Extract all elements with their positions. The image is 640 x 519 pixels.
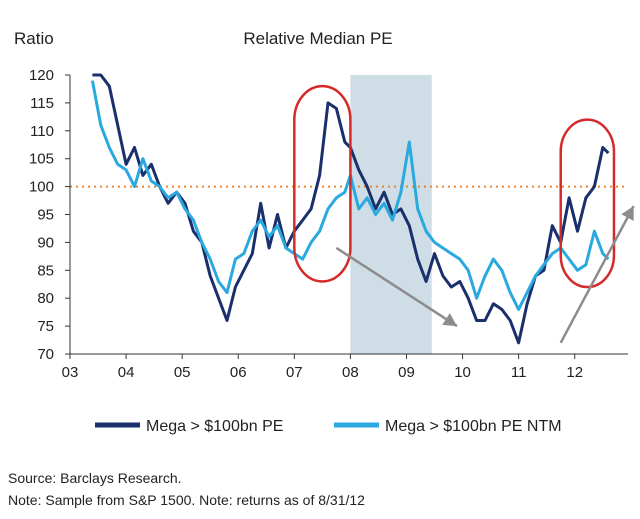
sample-note: Note: Sample from S&P 1500. Note: return…: [8, 492, 365, 508]
y-tick-label: 120: [29, 67, 54, 84]
x-tick-label: 12: [566, 364, 583, 381]
x-tick-label: 07: [286, 364, 303, 381]
y-tick-label: 80: [37, 290, 54, 307]
x-tick-label: 06: [230, 364, 247, 381]
legend: Mega > $100bn PE Mega > $100bn PE NTM: [95, 418, 562, 435]
y-tick-label: 90: [37, 234, 54, 251]
y-tick-label: 85: [37, 262, 54, 279]
source-note: Source: Barclays Research.: [8, 470, 182, 486]
trend-arrow-0: [335, 246, 458, 328]
highlight-oval-0: [293, 84, 352, 283]
x-tick-label: 10: [454, 364, 471, 381]
chart-title: Relative Median PE: [243, 29, 392, 48]
y-tick-label: 110: [30, 123, 54, 140]
y-tick-label: 100: [29, 179, 54, 196]
x-tick-label: 11: [511, 364, 527, 381]
trend-arrow-1: [559, 205, 635, 344]
trend-arrowhead-0: [442, 313, 457, 327]
y-axis-label: Ratio: [14, 29, 54, 48]
x-tick-label: 08: [342, 364, 359, 381]
x-tick-label: 09: [398, 364, 415, 381]
legend-label-pe-ntm: Mega > $100bn PE NTM: [385, 418, 562, 435]
x-tick-label: 05: [174, 364, 191, 381]
y-tick-label: 105: [29, 151, 54, 168]
highlight-oval-1: [559, 118, 616, 289]
y-tick-label: 75: [37, 318, 54, 335]
legend-label-pe: Mega > $100bn PE: [146, 418, 283, 435]
trend-arrowhead-1: [621, 206, 634, 221]
y-tick-label: 115: [30, 95, 54, 112]
y-tick-label: 95: [37, 207, 54, 224]
x-tick-label: 04: [118, 364, 135, 381]
y-tick-label: 70: [37, 346, 54, 363]
annotation-layer: [293, 84, 635, 344]
x-tick-label: 03: [62, 364, 79, 381]
axes: 70 75 80 85 90 95 100 105 110 115 120 03 04 05 06 07 08 0…: [29, 67, 628, 381]
